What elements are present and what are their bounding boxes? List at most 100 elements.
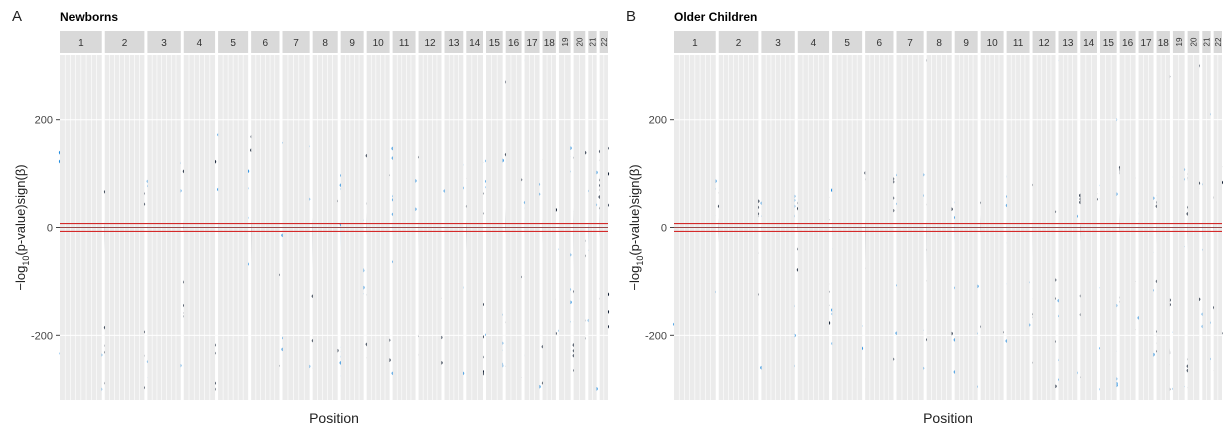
- x-axis-label: Position: [309, 410, 359, 426]
- facet-strip: [865, 31, 894, 53]
- facet-label-15: 15: [1103, 38, 1115, 49]
- x-axis-label: Position: [923, 410, 973, 426]
- facet-label-7: 7: [907, 38, 913, 49]
- facet-label-10: 10: [987, 38, 999, 49]
- facet-strip: [183, 31, 216, 53]
- facet-label-4: 4: [197, 38, 203, 49]
- facet-strip: [282, 31, 310, 53]
- facet-strip: [542, 31, 556, 53]
- facet-label-15: 15: [489, 38, 501, 49]
- facet-label-20: 20: [1189, 37, 1198, 46]
- facet-label-3: 3: [161, 38, 167, 49]
- y-tick-label: 0: [661, 223, 667, 235]
- facet-label-12: 12: [424, 38, 436, 49]
- facet-label-21: 21: [1202, 37, 1211, 46]
- facet-strip: [1080, 31, 1097, 53]
- panel-letter: A: [12, 8, 23, 25]
- facet-label-1: 1: [78, 38, 84, 49]
- facet-strip: [466, 31, 483, 53]
- facet-strip: [1138, 31, 1154, 53]
- facet-label-17: 17: [1140, 38, 1152, 49]
- facet-strip: [418, 31, 442, 53]
- facet-label-9: 9: [349, 38, 355, 49]
- y-tick-label: 200: [649, 115, 667, 127]
- facet-strip: [1213, 31, 1222, 53]
- facet-strip: [444, 31, 464, 53]
- facet-strip: [588, 31, 597, 53]
- facet-strip: [599, 31, 608, 53]
- facet-label-9: 9: [963, 38, 969, 49]
- facet-strip: [60, 31, 102, 53]
- facet-strip: [251, 31, 280, 53]
- facet-label-2: 2: [736, 38, 742, 49]
- facet-label-5: 5: [230, 38, 236, 49]
- facet-strip: [674, 31, 716, 53]
- facet-label-4: 4: [811, 38, 817, 49]
- facet-label-18: 18: [1158, 38, 1170, 49]
- facet-label-21: 21: [588, 37, 597, 46]
- facet-label-12: 12: [1038, 38, 1050, 49]
- facet-strip: [1032, 31, 1056, 53]
- manhattan-plot-older-children: 1 2 3 4 5 6 7 8 9 10 11 12 13 14 15 16 17 18 19 20 21 222000-…: [627, 31, 1223, 426]
- y-axis-label: −log10(p-value)sign(β): [627, 164, 645, 290]
- facet-strip: [832, 31, 863, 53]
- facet-label-2: 2: [122, 38, 128, 49]
- facet-strip: [1006, 31, 1030, 53]
- facet-strip: [954, 31, 978, 53]
- facet-strip: [718, 31, 759, 53]
- facet-label-13: 13: [1062, 38, 1074, 49]
- facet-label-22: 22: [600, 37, 609, 46]
- facet-strip: [1172, 31, 1185, 53]
- facet-strip: [312, 31, 338, 53]
- facet-label-20: 20: [575, 37, 584, 46]
- facet-strip: [896, 31, 924, 53]
- y-axis-label: −log10(p-value)sign(β): [13, 164, 31, 290]
- facet-label-19: 19: [561, 37, 570, 46]
- facet-strip: [1202, 31, 1211, 53]
- facet-strip: [1187, 31, 1200, 53]
- facet-strip: [558, 31, 571, 53]
- panel-title: Newborns: [60, 10, 119, 24]
- facet-strip: [761, 31, 795, 53]
- facet-label-22: 22: [1214, 37, 1223, 46]
- facet-strip: [797, 31, 830, 53]
- facet-label-10: 10: [373, 38, 385, 49]
- panel-older-children: B Older Children 1 2 3 4 5 6 7 8 9 10 11 12 13 14 15 16…: [614, 0, 1227, 435]
- facet-label-19: 19: [1175, 37, 1184, 46]
- y-tick-label: 200: [35, 115, 53, 127]
- facet-strip: [366, 31, 390, 53]
- y-tick-label: -200: [31, 330, 53, 342]
- manhattan-plot-newborns: 1 2 3 4 5 6 7 8 9 10 11 12 13 14 15 16 17 18 19 20 21 222000-…: [13, 31, 610, 426]
- facet-label-3: 3: [775, 38, 781, 49]
- facet-strip: [524, 31, 540, 53]
- facet-strip: [1119, 31, 1136, 53]
- facet-label-14: 14: [469, 38, 481, 49]
- facet-strip: [340, 31, 364, 53]
- facet-strip: [1099, 31, 1117, 53]
- facet-label-11: 11: [399, 38, 410, 49]
- facet-label-8: 8: [936, 38, 942, 49]
- facet-label-6: 6: [263, 38, 269, 49]
- facet-strip: [104, 31, 145, 53]
- facet-strip: [573, 31, 586, 53]
- facet-label-16: 16: [508, 38, 520, 49]
- facet-label-13: 13: [448, 38, 460, 49]
- facet-label-7: 7: [293, 38, 299, 49]
- facet-strip: [505, 31, 522, 53]
- facet-label-16: 16: [1122, 38, 1134, 49]
- facet-label-6: 6: [877, 38, 883, 49]
- facet-strip: [1058, 31, 1078, 53]
- facet-strip: [980, 31, 1004, 53]
- facet-strip: [147, 31, 181, 53]
- y-tick-label: -200: [645, 330, 667, 342]
- panel-title: Older Children: [674, 10, 758, 24]
- facet-label-11: 11: [1013, 38, 1024, 49]
- panel-newborns: A Newborns 1 2 3 4 5 6 7 8 9 10 11 12 13 14 15 16 17 18 19…: [0, 0, 613, 435]
- facet-strip: [218, 31, 249, 53]
- panel-letter: B: [626, 8, 637, 25]
- facet-strip: [392, 31, 416, 53]
- facet-label-17: 17: [526, 38, 538, 49]
- facet-label-5: 5: [844, 38, 850, 49]
- facet-strip: [926, 31, 952, 53]
- facet-label-14: 14: [1083, 38, 1095, 49]
